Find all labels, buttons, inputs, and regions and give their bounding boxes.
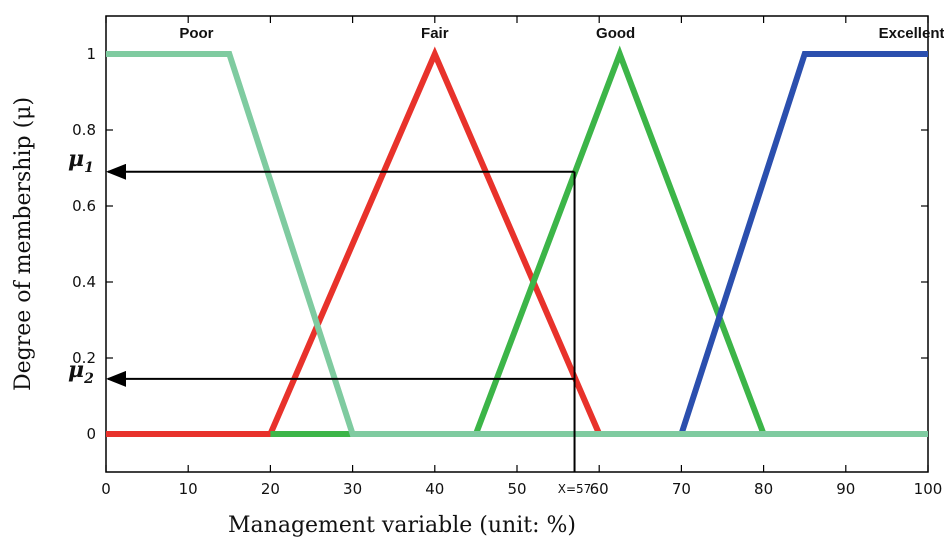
x-tick-label: 10 xyxy=(179,480,198,498)
x-marker-label: X=57 xyxy=(558,482,592,496)
x-axis-title: Management variable (unit: %) xyxy=(228,513,576,538)
y-axis-title: Degree of membership (μ) xyxy=(11,97,36,391)
set-label-excellent: Excellent xyxy=(879,25,944,42)
x-tick-label: 30 xyxy=(343,480,362,498)
ticks-layer: 0 10 20 30 40 50 60 70 80 90 100 0 0.2 0.4 0.6 0.8 1 xyxy=(72,16,942,498)
x-tick-label: 70 xyxy=(672,480,691,498)
y-tick-label: 0.6 xyxy=(72,197,96,215)
y-tick-label: 0.2 xyxy=(72,349,96,367)
x-tick-label: 80 xyxy=(754,480,773,498)
y-tick-label: 0 xyxy=(86,425,96,443)
mu1-label-subscript: 1 xyxy=(84,160,94,176)
series-line-poor xyxy=(106,51,928,437)
set-label-good: Good xyxy=(596,25,635,42)
y-tick-label: 0.4 xyxy=(72,273,96,291)
x-tick-label: 90 xyxy=(836,480,855,498)
x-tick-label: 20 xyxy=(261,480,280,498)
x-tick-label: 60 xyxy=(590,480,609,498)
x-tick-label: 40 xyxy=(425,480,444,498)
series-line-fair xyxy=(106,46,602,437)
series-line-excellent xyxy=(678,51,928,435)
set-label-fair: Fair xyxy=(421,25,449,42)
series-layer xyxy=(106,45,928,437)
x-tick-label: 50 xyxy=(507,480,526,498)
x-tick-label: 0 xyxy=(101,480,111,498)
y-tick-label: 0.8 xyxy=(72,121,96,139)
mu1-label: μ1 xyxy=(68,146,94,176)
mu2-label-subscript: 2 xyxy=(83,371,94,387)
set-label-layer: Poor Fair Good Excellent xyxy=(179,25,944,42)
mu2-label: μ2 xyxy=(68,357,94,387)
y-tick-label: 1 xyxy=(86,45,96,63)
x-tick-label: 100 xyxy=(914,480,943,498)
set-label-poor: Poor xyxy=(179,25,213,42)
mu2-label-symbol: μ xyxy=(68,357,84,383)
mu1-label-symbol: μ xyxy=(68,146,84,172)
